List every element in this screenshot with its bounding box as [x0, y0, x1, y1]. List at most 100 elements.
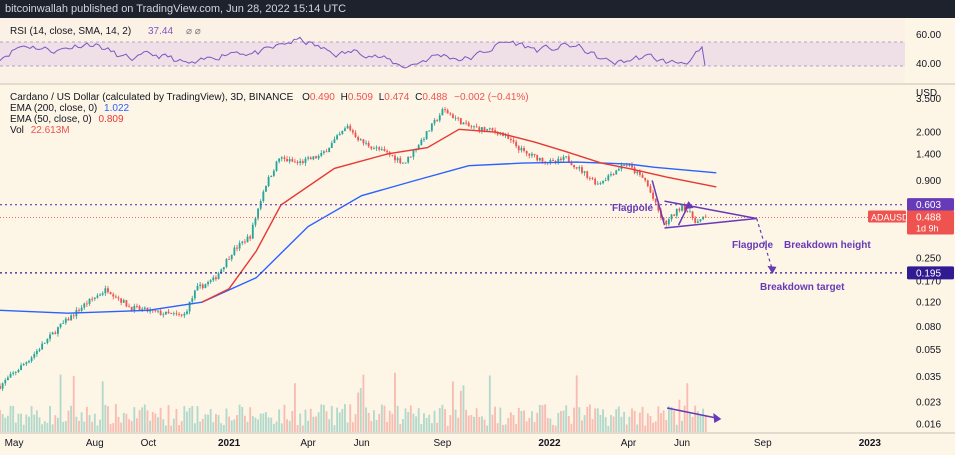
volume-bar — [230, 420, 233, 432]
volume-bar — [646, 413, 649, 432]
volume-bar — [544, 404, 547, 432]
candle-body — [230, 254, 233, 260]
candle-body — [238, 242, 241, 249]
candle-body — [183, 313, 186, 316]
candle-body — [236, 247, 238, 249]
candle-body — [170, 313, 173, 315]
volume-bar — [62, 421, 65, 432]
flagpole-label: Flagpole — [612, 203, 654, 214]
candle-body — [301, 161, 304, 164]
volume-bar — [486, 425, 489, 432]
volume-bar — [420, 424, 423, 432]
candle-body — [591, 178, 594, 180]
close-label: C — [415, 92, 422, 103]
rsi-hide-icon[interactable]: ⌀ ⌀ — [186, 26, 201, 37]
volume-bar — [644, 425, 647, 432]
volume-bar — [259, 413, 262, 432]
volume-bar — [667, 406, 670, 432]
price-tick: 0.250 — [916, 253, 941, 264]
volume-bar — [9, 405, 12, 432]
candle-body — [330, 142, 333, 149]
volume-bar — [401, 419, 404, 432]
volume-bar — [330, 405, 333, 432]
volume-bar — [480, 416, 483, 432]
candle-body — [344, 128, 346, 131]
badge-flag-top-text: 0.603 — [916, 200, 941, 211]
volume-bar — [162, 419, 165, 432]
candle-body — [336, 135, 338, 140]
candle-body — [557, 158, 560, 163]
volume-bar — [391, 413, 394, 432]
candle-body — [38, 349, 41, 351]
volume-bar — [373, 410, 375, 432]
candle-body — [641, 174, 644, 178]
volume-bar — [164, 425, 167, 432]
candle-body — [509, 138, 512, 141]
volume-bar — [154, 413, 157, 432]
candle-body — [199, 284, 202, 286]
volume-bar — [20, 413, 22, 432]
candle-body — [570, 162, 573, 166]
time-tick: Oct — [141, 438, 157, 449]
candle-body — [512, 140, 515, 142]
candle-body — [665, 221, 668, 225]
time-tick: Aug — [86, 438, 104, 449]
volume-bar — [1, 414, 4, 432]
candle-body — [628, 165, 631, 166]
flagpole-line — [651, 180, 666, 226]
volume-bar — [533, 421, 536, 432]
time-tick: Jun — [354, 438, 370, 449]
ema50-label: EMA (50, close, 0) — [10, 114, 92, 125]
volume-trend-arrow-icon — [713, 413, 722, 423]
legend-ema200: EMA (200, close, 0) 1.022 — [10, 103, 130, 114]
volume-bar — [322, 404, 325, 432]
volume-bar — [665, 420, 668, 432]
candle-body — [107, 288, 109, 293]
volume-bar — [328, 419, 331, 432]
candle-body — [186, 311, 188, 314]
candle-body — [320, 152, 323, 156]
candle-body — [552, 160, 554, 162]
candle-body — [673, 214, 676, 216]
candle-body — [133, 306, 136, 311]
volume-bar — [17, 413, 20, 432]
ema50-line — [201, 128, 717, 303]
chart-legend: Cardano / US Dollar (calculated by Tradi… — [10, 92, 529, 136]
volume-bar — [483, 419, 486, 432]
time-axis[interactable]: May Aug Oct 2021 Apr Jun Sep 2022 Apr Jun Sep 2023 — [5, 438, 882, 449]
candle-body — [373, 148, 375, 150]
candle-body — [35, 350, 38, 355]
volume-bar — [149, 420, 152, 432]
volume-bar — [243, 415, 246, 432]
candle-body — [517, 146, 520, 151]
candle-body — [1, 383, 4, 389]
volume-bar — [104, 404, 107, 432]
candle-body — [0, 385, 1, 389]
price-axis[interactable]: USD 3.500 2.000 1.400 0.900 0.250 0.170 0.120 0… — [916, 88, 941, 430]
volume-bar — [333, 425, 336, 432]
volume-bar — [528, 418, 531, 432]
volume-bar — [291, 410, 294, 432]
volume-bar — [523, 410, 525, 432]
candle-body — [46, 338, 49, 343]
candle-body — [696, 221, 699, 223]
volume-bar — [599, 414, 602, 432]
volume-bar — [683, 405, 686, 432]
candle-body — [249, 236, 252, 239]
close-value: 0.488 — [422, 92, 447, 103]
candle-body — [59, 323, 62, 328]
volume-bar — [283, 404, 286, 432]
candle-body — [554, 161, 557, 163]
candle-body — [452, 114, 454, 119]
volume-bar — [83, 421, 86, 432]
candle-body — [670, 214, 673, 220]
volume-bar — [249, 407, 252, 432]
candle-body — [586, 171, 589, 178]
volume-bar — [225, 408, 228, 432]
candle-body — [241, 241, 244, 243]
volume-bar — [167, 405, 170, 432]
candle-body — [309, 157, 312, 160]
volume-bar — [196, 406, 199, 432]
volume-bar — [96, 425, 99, 432]
